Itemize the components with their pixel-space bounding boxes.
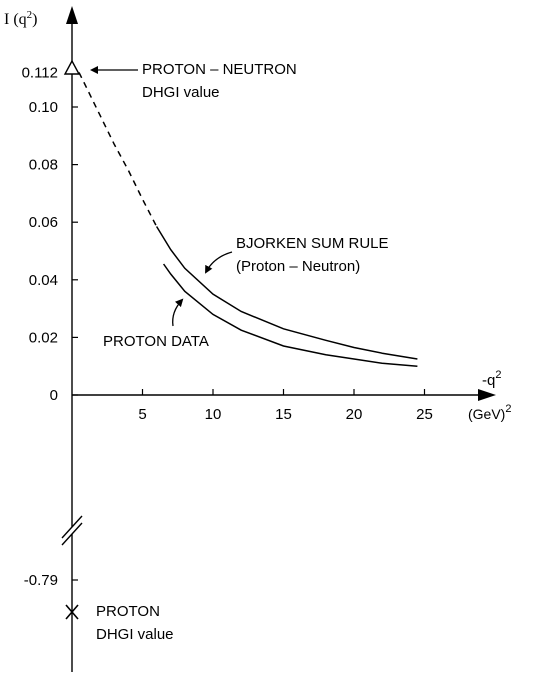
- x-axis-arrow: [478, 389, 496, 401]
- y-ticks: 0 0.02 0.04 0.06 0.08 0.10 0.112 -0.79: [22, 64, 78, 589]
- proton-data-label: PROTON DATA: [103, 333, 209, 350]
- y-tick-label-low: -0.79: [24, 572, 58, 589]
- y-tick-label: 0.06: [29, 214, 58, 231]
- proton-neutron-dhgi-triangle-marker: [65, 61, 79, 74]
- x-tick-label: 5: [138, 406, 146, 423]
- y-axis-arrow: [66, 6, 78, 24]
- x-ticks: 5 10 15 20 25: [138, 389, 433, 423]
- proton-neutron-label-line1: PROTON – NEUTRON: [142, 61, 297, 78]
- y-tick-label: 0.08: [29, 157, 58, 174]
- x-tick-label: 20: [346, 406, 363, 423]
- x-tick-label: 15: [275, 406, 292, 423]
- y-tick-label: 0: [50, 387, 58, 404]
- bjorken-label-line1: BJORKEN SUM RULE: [236, 235, 389, 252]
- y-tick-label: 0.02: [29, 329, 58, 346]
- proton-data-line: [164, 264, 418, 366]
- x-tick-label: 25: [416, 406, 433, 423]
- proton-data-arrow: [173, 300, 182, 326]
- proton-neutron-label-line2: DHGI value: [142, 84, 220, 101]
- bjorken-label-line2: (Proton – Neutron): [236, 258, 360, 275]
- x-tick-label: 10: [205, 406, 222, 423]
- y-tick-label: 0.10: [29, 99, 58, 116]
- proton-dhgi-label-line1: PROTON: [96, 603, 160, 620]
- x-axis-unit: (GeV)2: [468, 403, 511, 422]
- bjorken-arrow: [206, 252, 232, 272]
- x-axis-title: -q2: [482, 369, 501, 389]
- y-tick-label: 0.04: [29, 272, 58, 289]
- proton-dhgi-label-line2: DHGI value: [96, 626, 174, 643]
- y-tick-label: 0.112: [22, 64, 58, 81]
- y-axis-title: I (q2): [4, 9, 37, 28]
- curves: [79, 72, 417, 366]
